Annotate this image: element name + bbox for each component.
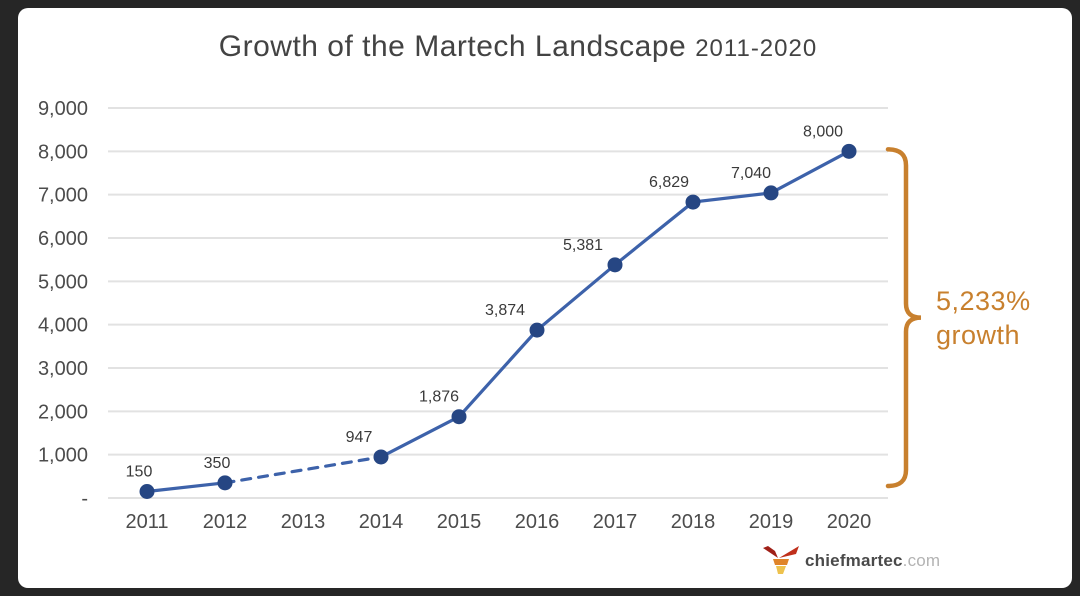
- chart-title: Growth of the Martech Landscape 2011-2020: [16, 30, 1020, 64]
- chart-title-main: Growth of the Martech Landscape: [218, 30, 687, 63]
- data-label-2017: 5,381: [563, 237, 603, 254]
- brand-logo: chiefmartec.com: [762, 544, 940, 578]
- data-point-2018: [685, 194, 701, 210]
- data-label-2015: 1,876: [419, 389, 459, 406]
- series-line-dashed: [223, 455, 383, 485]
- y-tick-label: 6,000: [38, 228, 88, 250]
- data-point-2020: [841, 143, 857, 159]
- growth-annotation: 5,233% growth: [936, 284, 1031, 352]
- x-tick-label: 2017: [593, 511, 638, 533]
- y-tick-label: 9,000: [38, 98, 88, 120]
- x-tick-label: 2016: [515, 511, 560, 533]
- data-point-2016: [529, 322, 545, 338]
- data-point-2015: [451, 409, 467, 425]
- x-tick-label: 2014: [359, 511, 404, 533]
- y-tick-label: -: [81, 488, 88, 510]
- x-tick-label: 2015: [437, 511, 482, 533]
- y-tick-label: 4,000: [38, 315, 88, 337]
- growth-percent-value: 5,233%: [936, 286, 1031, 316]
- y-tick-label: 3,000: [38, 358, 88, 380]
- data-point-2011: [139, 484, 155, 499]
- y-tick-label: 7,000: [38, 185, 88, 207]
- data-label-2012: 350: [204, 455, 231, 472]
- y-tick-label: 1,000: [38, 445, 88, 467]
- data-label-2011: 150: [126, 464, 153, 481]
- x-tick-label: 2013: [281, 511, 326, 533]
- x-tick-label: 2018: [671, 511, 716, 533]
- data-label-2020: 8,000: [803, 123, 843, 140]
- data-label-2019: 7,040: [731, 165, 771, 182]
- brand-name: chiefmartec.com: [805, 551, 940, 571]
- y-tick-label: 5,000: [38, 271, 88, 293]
- x-tick-label: 2019: [749, 511, 794, 533]
- y-tick-label: 8,000: [38, 141, 88, 163]
- chart-card: [18, 8, 1072, 588]
- data-point-2014: [373, 449, 389, 465]
- data-point-2012: [217, 475, 233, 491]
- chiefmartec-logo-icon: [763, 546, 799, 574]
- series-line-solid-left: [145, 481, 227, 494]
- growth-label: growth: [936, 320, 1021, 350]
- brand-name-text: chiefmartec: [805, 551, 903, 570]
- data-point-2017: [607, 257, 623, 273]
- y-tick-label: 2,000: [38, 401, 88, 423]
- brand-domain: .com: [902, 551, 941, 570]
- x-tick-label: 2020: [827, 511, 872, 533]
- x-tick-label: 2012: [203, 511, 248, 533]
- data-label-2016: 3,874: [485, 302, 525, 319]
- data-label-2014: 947: [346, 429, 373, 446]
- x-tick-label: 2011: [125, 511, 168, 533]
- growth-bracket: [885, 147, 922, 489]
- data-point-2019: [763, 185, 779, 201]
- data-label-2018: 6,829: [649, 174, 689, 191]
- chart-title-years: 2011-2020: [695, 35, 818, 62]
